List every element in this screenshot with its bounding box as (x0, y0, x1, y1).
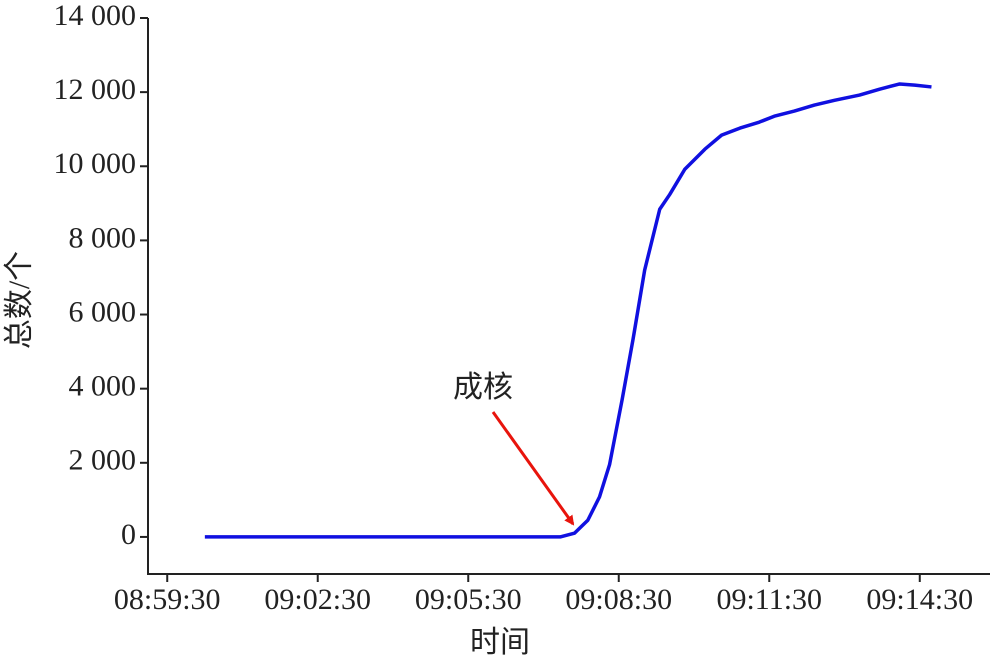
y-tick-label: 14 000 (54, 0, 137, 32)
x-tick-label: 09:11:30 (716, 583, 822, 616)
data-line (204, 82, 932, 539)
x-tick-label: 09:08:30 (565, 583, 672, 616)
annotation: 成核 (453, 371, 513, 404)
y-tick-label: 2 000 (69, 444, 137, 477)
y-axis-label: 总数/个 (3, 251, 36, 349)
axes (147, 18, 990, 575)
x-tick-label: 09:02:30 (264, 583, 371, 616)
y-tick-label: 0 (121, 518, 136, 551)
x-tick-label: 08:59:30 (114, 583, 221, 616)
y-tick-label: 8 000 (69, 221, 137, 254)
x-tick-label: 09:05:30 (415, 583, 522, 616)
y-tick-label: 6 000 (69, 295, 137, 328)
y-tick-label: 10 000 (54, 147, 137, 180)
y-tick-label: 4 000 (69, 370, 137, 403)
y-tick-label: 12 000 (54, 73, 137, 106)
annotation-arrow (491, 411, 575, 526)
x-axis-label: 时间 (470, 626, 530, 659)
x-tick-label: 09:14:30 (866, 583, 973, 616)
